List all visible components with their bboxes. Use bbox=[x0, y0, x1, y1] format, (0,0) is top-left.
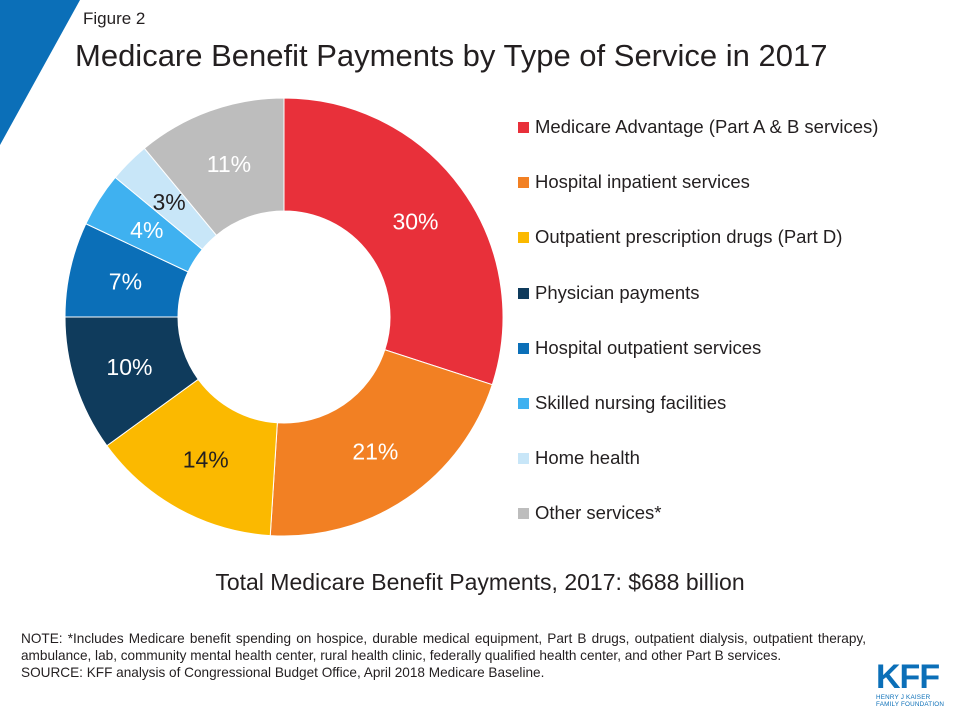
legend-swatch bbox=[518, 453, 529, 465]
legend-label: Hospital outpatient services bbox=[535, 336, 762, 358]
legend-label: Hospital inpatient services bbox=[535, 171, 750, 193]
slice-hospital-inpatient-services bbox=[269, 349, 493, 537]
legend-label: Skilled nursing facilities bbox=[535, 392, 727, 413]
logo-line-2: FAMILY FOUNDATION bbox=[876, 701, 945, 708]
chart-title: Medicare Benefit Payments by Type of Ser… bbox=[75, 38, 828, 73]
source-text: SOURCE: KFF analysis of Congressional Bu… bbox=[21, 665, 545, 680]
kff-logo: KFF HENRY J KAISER FAMILY FOUNDATION bbox=[876, 660, 946, 708]
legend-swatch bbox=[518, 287, 529, 299]
data-label-home-health: 3% bbox=[152, 189, 185, 215]
data-label-physician-payments: 10% bbox=[106, 354, 152, 380]
data-label-other-services: 11% bbox=[207, 151, 251, 177]
data-label-skilled-nursing-facilities: 4% bbox=[130, 217, 163, 243]
data-label-medicare-advantage-part-a-b-services: 30% bbox=[392, 208, 438, 234]
data-label-hospital-outpatient-services: 7% bbox=[109, 269, 142, 295]
corner-accent-triangle bbox=[0, 0, 80, 145]
slice-other-services bbox=[143, 97, 285, 237]
slice-medicare-advantage-part-a-b-services bbox=[283, 97, 504, 386]
legend-swatch bbox=[518, 342, 529, 354]
legend-label: Outpatient prescription drugs (Part D) bbox=[535, 226, 843, 248]
donut-chart: 30% 21% 14% 10% 7% 4%3% 11% bbox=[64, 97, 504, 537]
data-label-outpatient-prescription-drugs-part-d: 14% bbox=[183, 446, 229, 472]
logo-mark: KFF bbox=[876, 658, 940, 696]
note-text: NOTE: *Includes Medicare benefit spendin… bbox=[21, 631, 866, 663]
legend-swatch bbox=[518, 232, 529, 244]
legend-label: Other services* bbox=[535, 502, 662, 524]
legend-label: Physician payments bbox=[535, 281, 700, 303]
legend-swatch bbox=[518, 398, 529, 409]
figure-label: Figure 2 bbox=[83, 9, 146, 28]
logo-line-1: HENRY J KAISER bbox=[876, 694, 931, 701]
legend-swatch bbox=[518, 508, 529, 520]
legend-swatch bbox=[518, 177, 529, 189]
data-label-hospital-inpatient-services: 21% bbox=[352, 438, 398, 464]
total-payments-text: Total Medicare Benefit Payments, 2017: $… bbox=[215, 569, 745, 595]
legend-label: Medicare Advantage (Part A & B services) bbox=[535, 116, 879, 137]
footnote: NOTE: *Includes Medicare benefit spendin… bbox=[21, 630, 866, 681]
legend-swatch bbox=[518, 122, 529, 133]
slice-outpatient-prescription-drugs-part-d bbox=[106, 378, 278, 537]
legend-label: Home health bbox=[535, 447, 640, 469]
